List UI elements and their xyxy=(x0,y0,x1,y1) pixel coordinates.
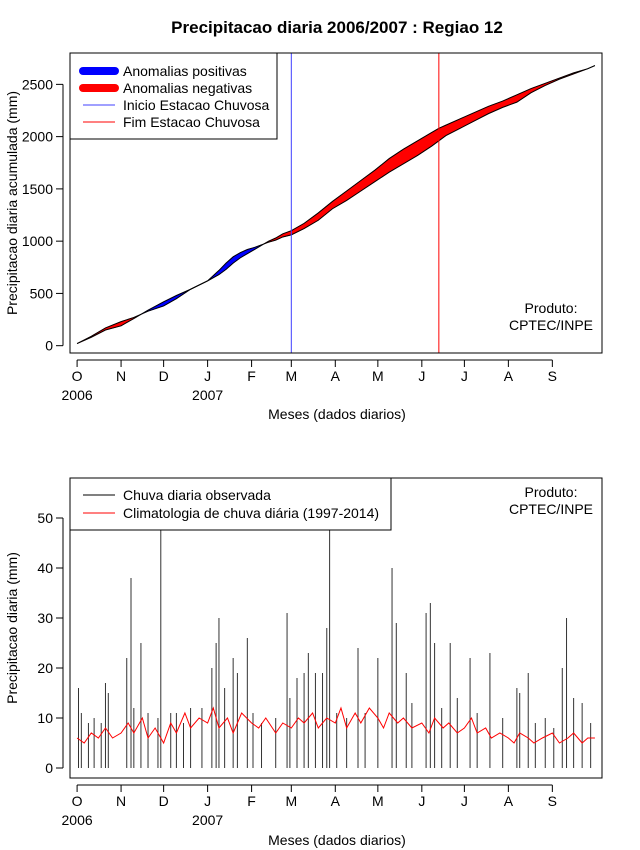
bottom-year-label: 2007 xyxy=(192,812,223,828)
bottom-ytick-label: 40 xyxy=(37,560,53,576)
top-x-axis-label: Meses (dados diarios) xyxy=(268,406,406,422)
bottom-month-label: O xyxy=(72,793,83,809)
top-month-label: J xyxy=(418,368,425,384)
bottom-ytick-label: 50 xyxy=(37,510,53,526)
bottom-year-label: 2006 xyxy=(62,812,93,828)
bottom-ytick-label: 30 xyxy=(37,610,53,626)
bottom-ytick-label: 10 xyxy=(37,710,53,726)
bottom-x-axis: O N D J F M A M J J A S 2006 2007 xyxy=(62,784,557,828)
bottom-month-label: A xyxy=(331,793,341,809)
top-month-label: M xyxy=(372,368,384,384)
top-month-label: N xyxy=(116,368,126,384)
chart-title: Precipitacao diaria 2006/2007 : Regiao 1… xyxy=(171,18,503,37)
top-y-axis-label: Precipitacao diaria acumulada (mm) xyxy=(4,91,20,315)
top-month-label: S xyxy=(548,368,557,384)
bottom-product-label-line2: CPTEC/INPE xyxy=(509,501,593,517)
bottom-month-label: A xyxy=(504,793,514,809)
top-x-axis: O N D J F M A M J J A S 2006 2007 xyxy=(62,359,557,403)
top-month-label: A xyxy=(331,368,341,384)
legend-label-climatology: Climatologia de chuva diária (1997-2014) xyxy=(123,505,379,521)
bottom-month-label: M xyxy=(372,793,384,809)
legend-label-season-start: Inicio Estacao Chuvosa xyxy=(123,97,270,113)
top-ytick-label: 500 xyxy=(30,285,54,301)
bottom-x-axis-label: Meses (dados diarios) xyxy=(268,832,406,848)
bottom-month-label: S xyxy=(548,793,557,809)
top-month-label: M xyxy=(285,368,297,384)
top-y-axis: 0 500 1000 1500 2000 2500 xyxy=(22,76,64,354)
top-month-label: D xyxy=(159,368,169,384)
legend-label-negative: Anomalias negativas xyxy=(123,80,252,96)
top-ytick-label: 1500 xyxy=(22,181,53,197)
bottom-month-label: J xyxy=(418,793,425,809)
climatology-line xyxy=(76,706,595,745)
legend-label-positive: Anomalias positivas xyxy=(123,63,247,79)
climatology-cumulative-line xyxy=(76,65,596,345)
top-ytick-label: 0 xyxy=(45,338,53,354)
legend-label-season-end: Fim Estacao Chuvosa xyxy=(123,114,260,130)
bottom-month-label: J xyxy=(461,793,468,809)
top-ytick-label: 2000 xyxy=(22,129,53,145)
observed-cumulative-line xyxy=(76,65,596,345)
top-plot-frame xyxy=(69,52,603,354)
cumulative-lines xyxy=(76,65,596,345)
top-month-label: J xyxy=(204,368,211,384)
top-year-label: 2007 xyxy=(192,387,223,403)
bottom-ytick-label: 0 xyxy=(45,760,53,776)
bottom-month-label: M xyxy=(285,793,297,809)
bottom-y-axis: 0 10 20 30 40 50 xyxy=(37,510,64,776)
bottom-month-label: J xyxy=(204,793,211,809)
top-month-label: O xyxy=(72,368,83,384)
bottom-month-label: N xyxy=(116,793,126,809)
top-month-label: J xyxy=(461,368,468,384)
top-year-label: 2006 xyxy=(62,387,93,403)
legend-label-observed: Chuva diaria observada xyxy=(123,487,271,503)
top-product-label-line1: Produto: xyxy=(525,300,578,316)
bottom-legend: Chuva diaria observada Climatologia de c… xyxy=(69,477,392,531)
bottom-ytick-label: 20 xyxy=(37,660,53,676)
observed-rain-bars xyxy=(78,528,592,768)
top-product-label-line2: CPTEC/INPE xyxy=(509,317,593,333)
bottom-product-label-line1: Produto: xyxy=(525,484,578,500)
top-ytick-label: 1000 xyxy=(22,233,53,249)
top-legend: Anomalias positivas Anomalias negativas … xyxy=(69,52,278,140)
top-ytick-label: 2500 xyxy=(22,76,53,92)
bottom-month-label: D xyxy=(159,793,169,809)
top-month-label: A xyxy=(504,368,514,384)
bottom-month-label: F xyxy=(247,793,256,809)
top-month-label: F xyxy=(247,368,256,384)
bottom-y-axis-label: Precipitacao diaria (mm) xyxy=(4,552,20,704)
